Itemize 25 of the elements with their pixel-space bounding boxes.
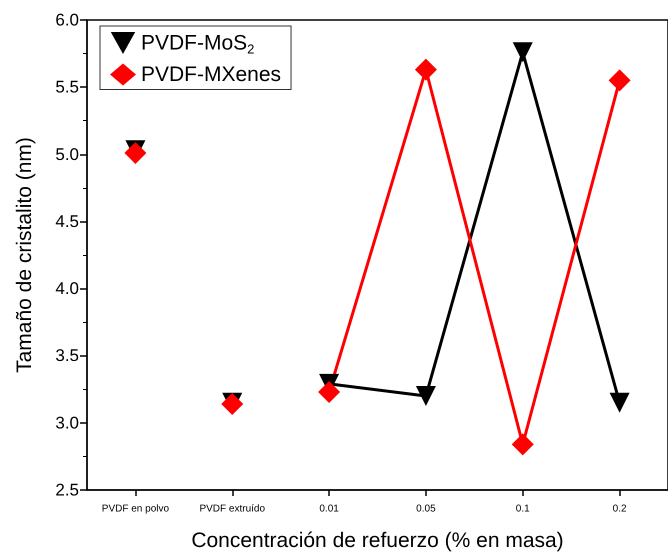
point [512, 42, 533, 62]
x-tick-label: PVDF extruído [199, 504, 266, 514]
y-tick-label: 2.5 [55, 480, 79, 500]
y-tick-label: 5.5 [55, 78, 79, 97]
y-axis-title: Tamaño de cristalito (nm) [13, 137, 36, 373]
point [608, 69, 631, 92]
y-tick-label: 3.0 [55, 413, 79, 432]
point [414, 58, 437, 81]
x-tick-label: 0.1 [516, 504, 530, 514]
point [124, 142, 146, 164]
point [512, 433, 534, 456]
x-tick-label: PVDF en polvo [102, 504, 170, 514]
legend-label: PVDF-MXenes [141, 63, 282, 86]
x-tick-label: 0.05 [416, 504, 436, 514]
y-tick-label: 5.0 [55, 144, 79, 164]
point [416, 386, 436, 406]
y-tick-label: 3.5 [55, 346, 79, 366]
y-tick-label: 4.5 [55, 212, 79, 231]
x-tick-label: 0.2 [612, 504, 627, 514]
y-tick-label: 4.0 [55, 279, 79, 298]
y-tick-label: 6.0 [55, 10, 79, 30]
x-axis-title: Concentración de refuerzo (% en masa) [191, 529, 564, 552]
point [610, 392, 630, 413]
point [318, 380, 340, 403]
x-tick-label: 0.01 [319, 504, 340, 514]
